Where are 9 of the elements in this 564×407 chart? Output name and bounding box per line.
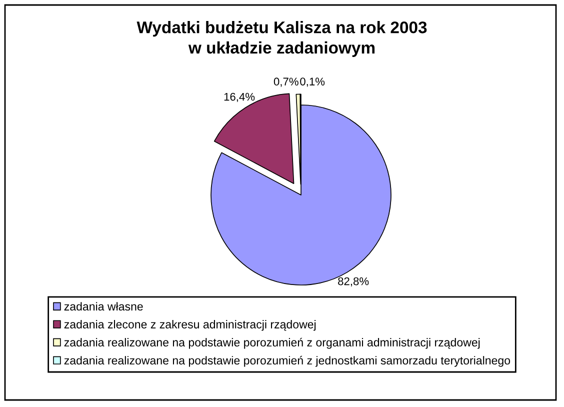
legend-label: zadania zlecone z zakresu administracji rządowej: [64, 320, 316, 331]
legend-label: zadania realizowane na podstawie porozumień z organami administracji rządowej: [64, 338, 480, 349]
data-label: 16,4%: [224, 92, 255, 102]
data-label: 0,7%: [274, 78, 298, 87]
legend-label: zadania własne: [64, 302, 143, 311]
data-label: 0,1%: [300, 78, 325, 87]
data-label: 82,8%: [338, 277, 369, 287]
legend-label: zadania realizowane na podstawie porozumień z jednostkami samorzadu terytorialnego: [64, 356, 510, 367]
chart-title: Wydatki budżetu Kalisza na rok 2003 w układzie zadaniowym: [136, 21, 427, 57]
